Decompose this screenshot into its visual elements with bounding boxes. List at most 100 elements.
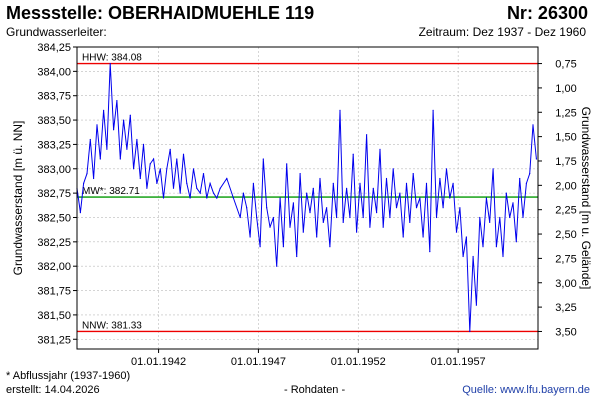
grid-lines: [77, 46, 538, 349]
y-tick-label-left: 383,25: [37, 139, 71, 151]
series-point: [186, 182, 188, 184]
series-point: [512, 202, 514, 204]
series-point: [435, 216, 438, 219]
series-point: [412, 173, 414, 175]
series-point: [342, 221, 344, 223]
y-tick-label-right: 3,25: [555, 302, 576, 314]
series-point: [452, 182, 454, 184]
series-point: [445, 168, 448, 170]
series-point: [329, 246, 331, 248]
y-tick-label-right: 0,75: [555, 59, 576, 71]
y-tick-label-left: 382,00: [37, 261, 71, 273]
y-tick-label-left: 384,00: [37, 66, 71, 78]
series-point: [202, 173, 205, 175]
series-point: [259, 246, 261, 248]
reference-lines: HHW: 384.08 MW*: 382.71 NNW: 381.33: [77, 53, 538, 333]
series-point: [179, 192, 181, 194]
series-point: [349, 216, 351, 219]
y-tick-label-right: 1,25: [555, 107, 576, 119]
footnote: * Abflussjahr (1937-1960): [6, 370, 131, 382]
series-point: [286, 163, 288, 165]
series-point: [319, 177, 321, 180]
series-point: [405, 182, 408, 184]
series-point: [455, 231, 458, 233]
series-point: [419, 197, 421, 199]
y-tick-label-left: 384,25: [37, 42, 71, 54]
series-point: [216, 197, 218, 199]
y-tick-label-right: 2,00: [555, 180, 576, 192]
series-point: [212, 192, 215, 194]
series-point: [472, 255, 474, 258]
series-point: [189, 197, 191, 199]
series-point: [372, 187, 374, 189]
series-point: [279, 197, 281, 199]
series-point: [272, 216, 274, 219]
series-point: [83, 182, 85, 184]
series-line: [76, 63, 537, 332]
series-point: [502, 255, 504, 258]
series-point: [252, 182, 254, 184]
series-point: [239, 216, 241, 219]
series-point: [359, 182, 361, 184]
series-point: [312, 187, 314, 189]
series-point: [326, 207, 328, 209]
series-point: [133, 168, 135, 170]
series-point: [525, 182, 528, 184]
series-point: [362, 216, 364, 219]
series-point: [522, 216, 524, 219]
series-point: [449, 197, 451, 199]
y-axis-label-right: Grundwasserstand [m u. Gelände]: [579, 107, 593, 290]
series-point: [99, 158, 101, 160]
series-point: [159, 168, 161, 170]
series-point: [126, 148, 128, 150]
series-point: [226, 177, 228, 180]
series-point: [469, 330, 471, 333]
series-point: [415, 207, 418, 209]
series-point: [96, 124, 98, 126]
source-link[interactable]: Quelle: www.lfu.bayern.de: [462, 384, 590, 396]
series-point: [529, 173, 531, 175]
series-point: [139, 177, 141, 180]
series-point: [299, 173, 301, 175]
series-point: [532, 124, 534, 126]
series-point: [246, 207, 248, 209]
series-point: [489, 221, 491, 223]
series-point: [242, 192, 244, 194]
series-point: [172, 187, 175, 189]
series-point: [89, 138, 91, 141]
series-point: [296, 255, 298, 258]
x-tick-label: 01.01.1947: [231, 356, 286, 368]
series-point: [535, 158, 538, 160]
y-tick-label-left: 383,75: [37, 91, 71, 103]
y-tick-label-left: 382,25: [37, 237, 71, 249]
series-point: [369, 226, 371, 228]
series-point: [462, 255, 464, 258]
y-tick-label-right: 3,00: [555, 278, 576, 290]
aquifer-label: Grundwasserleiter:: [6, 25, 107, 39]
series-point: [269, 226, 271, 228]
series-point: [499, 216, 501, 219]
series-point: [346, 187, 348, 189]
period-label: Zeitraum: Dez 1937 - Dez 1960: [418, 25, 586, 39]
y-tick-label-left: 382,75: [37, 188, 71, 200]
x-tick-label: 01.01.1942: [131, 356, 186, 368]
series-point: [192, 168, 195, 170]
y-tick-label-left: 382,50: [37, 212, 71, 224]
series-point: [519, 177, 521, 180]
y-tick-label-right: 3,50: [555, 326, 576, 338]
series-point: [86, 173, 88, 175]
series-point: [209, 182, 211, 184]
series-point: [266, 207, 268, 209]
y-tick-label-right: 1,50: [555, 132, 576, 144]
y-tick-label-right: 1,00: [555, 83, 576, 95]
reference-line-label: MW*: 382.71: [82, 186, 140, 197]
series-point: [109, 63, 111, 65]
series-point: [352, 153, 354, 155]
series-point: [219, 187, 221, 189]
series-point: [166, 168, 168, 170]
series-point: [196, 187, 198, 189]
series-point: [475, 304, 477, 306]
series-point: [465, 236, 467, 238]
series-point: [439, 177, 441, 180]
series-point: [156, 182, 158, 184]
